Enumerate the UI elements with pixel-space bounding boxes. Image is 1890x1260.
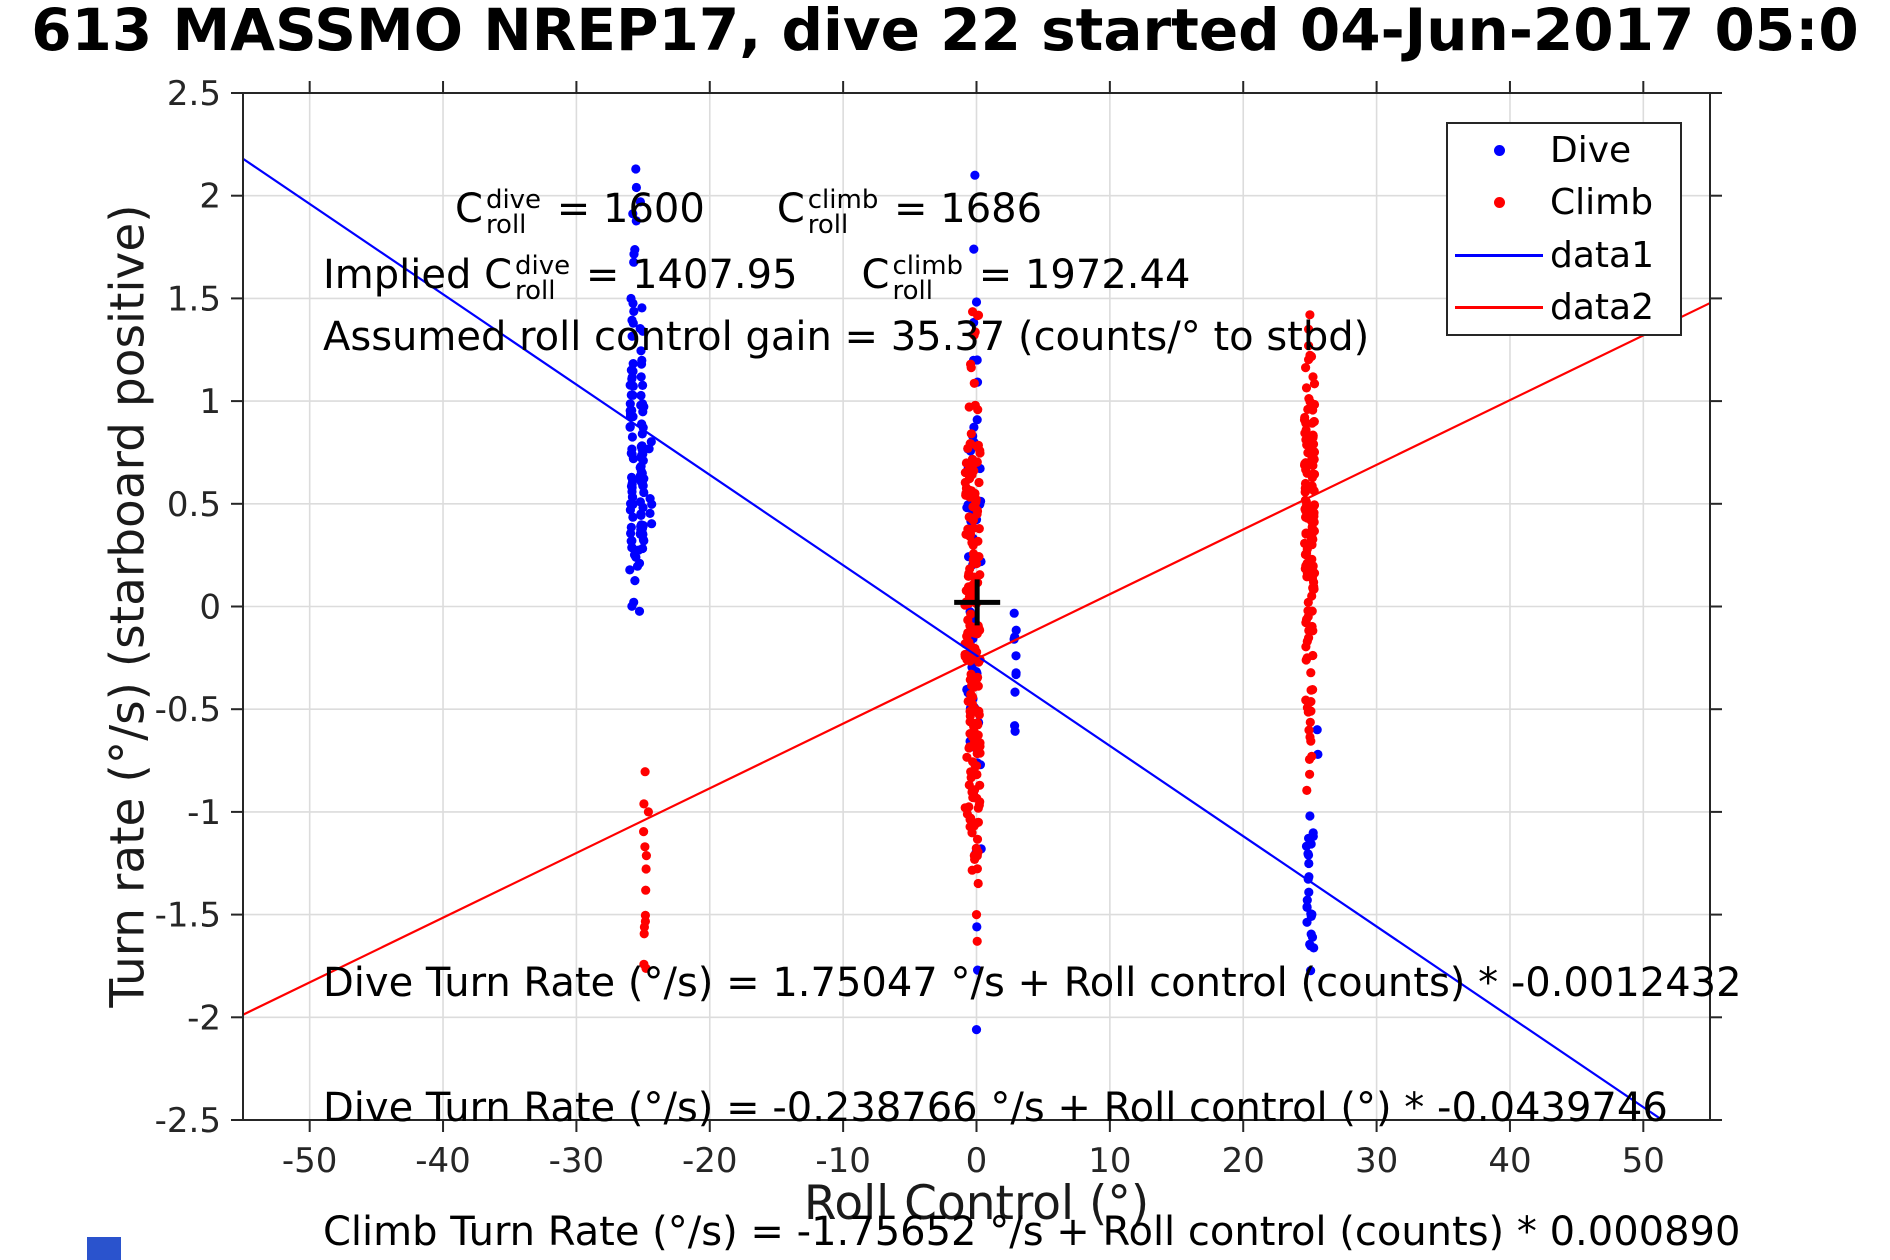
svg-text:50: 50 [1622, 1141, 1665, 1181]
window-corner-fragment [87, 1237, 121, 1260]
svg-text:10: 10 [1088, 1141, 1131, 1181]
data1-line-marker [1448, 253, 1550, 257]
legend-item-climb: Climb [1448, 177, 1680, 229]
svg-text:-0.5: -0.5 [155, 690, 221, 730]
tick-labels: -50 -40 -30 -20 -10 0 10 20 30 40 50-2.5-2-1.5-1-0… [155, 74, 1665, 1181]
legend-item-dive: Dive [1448, 124, 1680, 176]
y-axis-label: Turn rate (°/s) (starboard positive) [100, 204, 156, 1008]
svg-text:0: 0 [966, 1141, 988, 1181]
supsub: dive roll [485, 185, 542, 240]
tick-marks [231, 81, 1722, 1132]
roll-gain-annotation: Assumed roll control gain = 35.37 (count… [323, 314, 1370, 360]
equation-dive-degrees: Dive Turn Rate (°/s) = -0.238766 °/s + R… [323, 1084, 1668, 1131]
legend-item-data1: data1 [1448, 229, 1680, 281]
svg-text:2: 2 [199, 177, 221, 217]
svg-text:-2: -2 [187, 998, 221, 1038]
svg-text:-1.5: -1.5 [155, 896, 221, 936]
svg-text:40: 40 [1488, 1141, 1531, 1181]
fit-equations: Dive Turn Rate (°/s) = 1.75047 °/s + Rol… [323, 880, 1742, 1260]
svg-text:1.5: 1.5 [167, 279, 221, 319]
data2-line-marker [1448, 306, 1550, 310]
svg-text:2.5: 2.5 [167, 74, 221, 114]
svg-text:0.5: 0.5 [167, 485, 221, 525]
svg-text:30: 30 [1355, 1141, 1398, 1181]
equation-climb-counts: Climb Turn Rate (°/s) = -1.75652 °/s + R… [323, 1209, 1741, 1255]
svg-text:-1: -1 [187, 793, 221, 833]
fit-line-data1 [242, 157, 1663, 1121]
legend: Dive Climb data1 data2 [1446, 122, 1682, 336]
climb-dot-marker [1448, 197, 1550, 209]
x-axis-label: Roll Control (°) [803, 1176, 1150, 1231]
svg-text:1: 1 [199, 382, 221, 422]
dive-dot-marker [1448, 144, 1550, 156]
svg-text:-40: -40 [415, 1141, 471, 1181]
svg-text:0: 0 [199, 588, 221, 628]
legend-item-data2: data2 [1448, 282, 1680, 334]
svg-text:-2.5: -2.5 [155, 1101, 221, 1141]
equation-dive-counts: Dive Turn Rate (°/s) = 1.75047 °/s + Rol… [323, 960, 1742, 1006]
svg-text:20: 20 [1222, 1141, 1265, 1181]
fit-line-data2 [242, 302, 1711, 1016]
figure-title: 613 MASSMO NREP17, dive 22 started 04-Ju… [31, 0, 1859, 64]
climb-scatter [639, 307, 1320, 974]
svg-text:-20: -20 [682, 1141, 738, 1181]
svg-text:-50: -50 [282, 1141, 338, 1181]
supsub: climb roll [807, 185, 879, 240]
supsub: dive roll [515, 251, 571, 306]
svg-text:-10: -10 [815, 1141, 871, 1181]
svg-text:-30: -30 [549, 1141, 605, 1181]
supsub: climb roll [892, 251, 964, 306]
mean-cross-marker [954, 579, 1001, 626]
